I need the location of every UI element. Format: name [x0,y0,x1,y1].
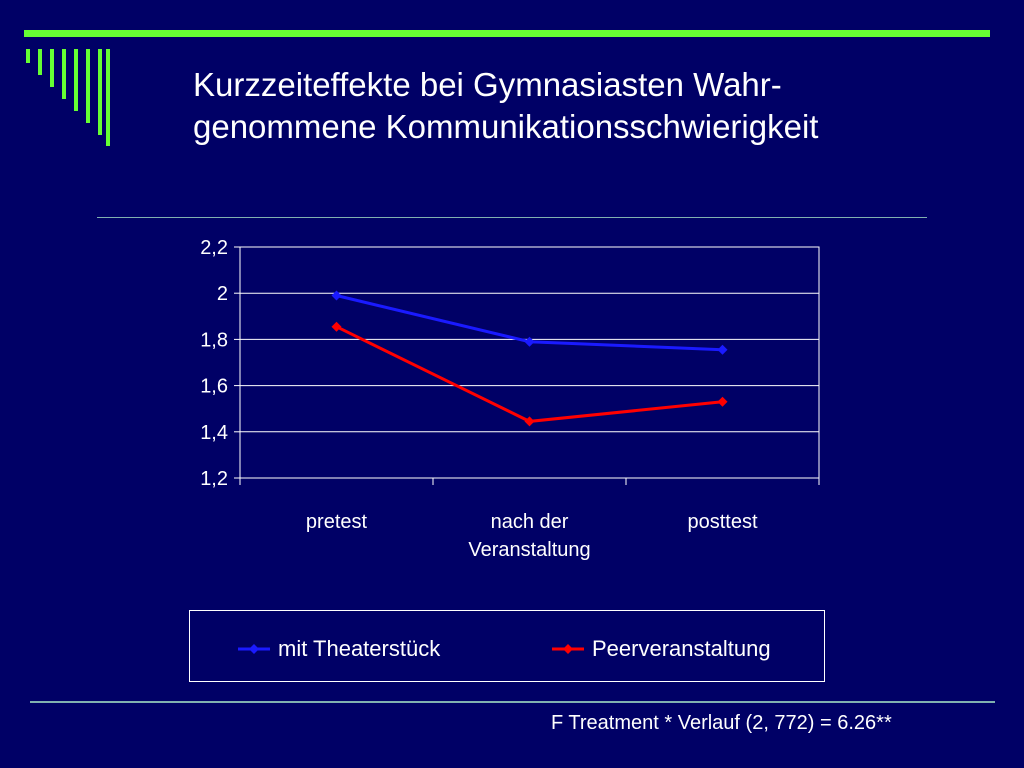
data-point-series1 [331,290,342,301]
legend-marker-series2 [552,644,584,654]
statistics-footnote: F Treatment * Verlauf (2, 772) = 6.26** [551,712,892,734]
slide-title: Kurzzeiteffekte bei Gymnasiasten Wahr- g… [193,64,983,148]
data-point-series2 [331,321,342,332]
slide-title-line2: genommene Kommunikationsschwierigkeit [193,108,819,145]
legend-item-series2: Peerveranstaltung [550,636,771,662]
y-tick-label: 2 [217,283,228,305]
plot-area-border [239,246,820,479]
slide-title-line1: Kurzzeiteffekte bei Gymnasiasten Wahr- [193,66,782,103]
chart-legend: mit Theaterstück Peerveranstaltung [189,610,825,682]
x-category-label: nach der Veranstaltung [468,511,590,561]
legend-item-series1: mit Theaterstück [236,636,440,662]
x-category-label: pretest [306,511,368,533]
y-tick-label: 1,6 [200,376,228,398]
data-point-series2 [717,396,728,407]
legend-label-series2: Peerveranstaltung [592,636,771,661]
line-chart: 1,2 1,4 1,6 1,8 2 2,2 pretest nach der Veranstal… [200,237,820,561]
data-point-series2 [524,416,535,427]
y-tick-label: 1,4 [200,422,228,444]
title-divider [97,217,927,218]
decorative-stripes [26,49,110,146]
footer-divider [30,701,995,703]
x-category-label: posttest [687,511,757,533]
data-point-series1 [717,344,728,355]
legend-label-series1: mit Theaterstück [278,636,441,661]
y-tick-label: 1,8 [200,329,228,351]
data-point-series1 [524,336,535,347]
y-tick-label: 2,2 [200,237,228,259]
accent-top-bar [24,30,990,37]
legend-marker-series1 [238,644,270,654]
y-tick-label: 1,2 [200,468,228,490]
